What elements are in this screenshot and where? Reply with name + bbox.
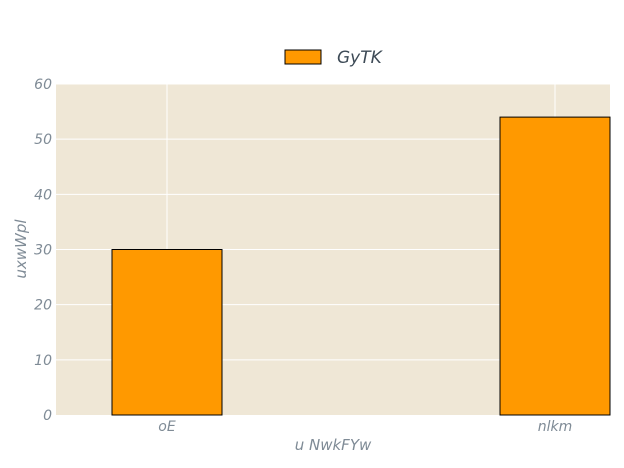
legend-label: GyTK xyxy=(337,48,384,68)
x-axis-title: u NwkFYw xyxy=(295,436,372,454)
x-axis-ticks: oE nlkm xyxy=(158,419,572,435)
y-tick-label: 50 xyxy=(34,132,52,148)
y-tick-label: 60 xyxy=(34,77,52,93)
y-tick-label: 30 xyxy=(34,243,52,259)
legend-swatch xyxy=(284,49,322,65)
y-tick-label: 10 xyxy=(34,353,52,369)
bar-oE xyxy=(111,249,223,416)
y-axis-title: uxwWpl xyxy=(12,219,30,279)
x-tick-label: oE xyxy=(158,419,176,435)
y-tick-label: 20 xyxy=(34,298,52,314)
legend: GyTK xyxy=(284,48,384,68)
bars xyxy=(111,116,611,416)
x-tick-label: nlkm xyxy=(538,419,573,435)
y-axis-ticks: 0 10 20 30 40 50 60 xyxy=(34,77,52,424)
bar-nlkm xyxy=(499,116,611,416)
y-tick-label: 40 xyxy=(34,187,52,203)
y-tick-label: 0 xyxy=(43,408,52,424)
